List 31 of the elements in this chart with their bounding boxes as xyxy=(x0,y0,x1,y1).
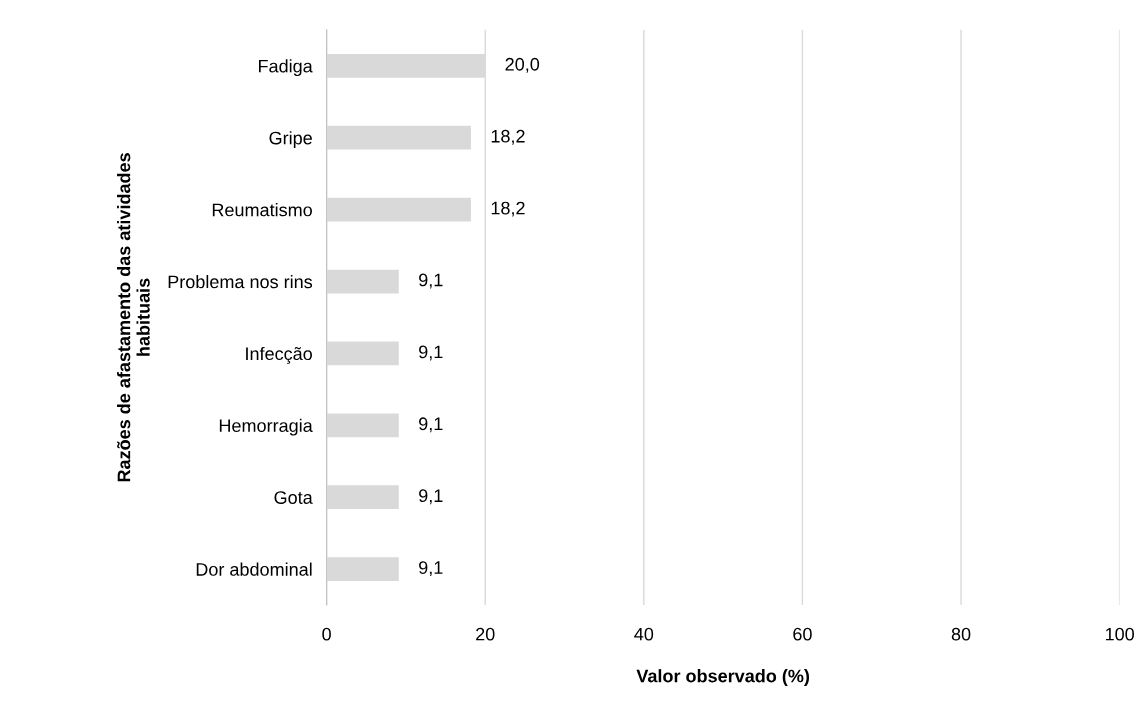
y-tick-label: Fadiga xyxy=(259,59,313,77)
data-label: 9,1 xyxy=(419,417,443,433)
x-tick-label: 40 xyxy=(634,627,654,641)
y-axis-title: Razões de afastamento das atividades habituais xyxy=(117,153,150,482)
x-tick-label: 20 xyxy=(476,627,495,641)
y-tick-label: Hemorragia xyxy=(219,418,313,436)
data-label: 9,1 xyxy=(419,345,443,361)
data-label: 9,1 xyxy=(419,561,443,577)
x-tick-label: 100 xyxy=(1105,627,1134,641)
x-tick-label: 80 xyxy=(951,627,971,641)
bar xyxy=(326,269,399,294)
data-label: 18,2 xyxy=(491,129,525,145)
x-tick-label: 60 xyxy=(793,627,812,641)
x-axis-title: Valor observado (%) xyxy=(636,669,810,686)
data-label: 9,1 xyxy=(419,273,443,289)
bar xyxy=(326,125,471,150)
data-label: 20,0 xyxy=(505,57,540,73)
y-tick-label: Problema nos rins xyxy=(168,274,313,289)
y-tick-label: Infecção xyxy=(246,346,312,364)
y-tick-label: Dor abdominal xyxy=(196,562,312,576)
data-label: 18,2 xyxy=(491,201,525,217)
bar xyxy=(326,485,399,510)
y-tick-label: Gripe xyxy=(269,131,312,148)
data-label: 9,1 xyxy=(419,489,443,505)
bar xyxy=(326,341,399,366)
bar xyxy=(326,557,399,581)
bar xyxy=(326,197,471,222)
bar xyxy=(326,413,399,438)
y-tick-label: Reumatismo xyxy=(212,203,312,217)
x-tick-label: 0 xyxy=(322,627,331,641)
y-tick-label: Gota xyxy=(274,491,313,504)
